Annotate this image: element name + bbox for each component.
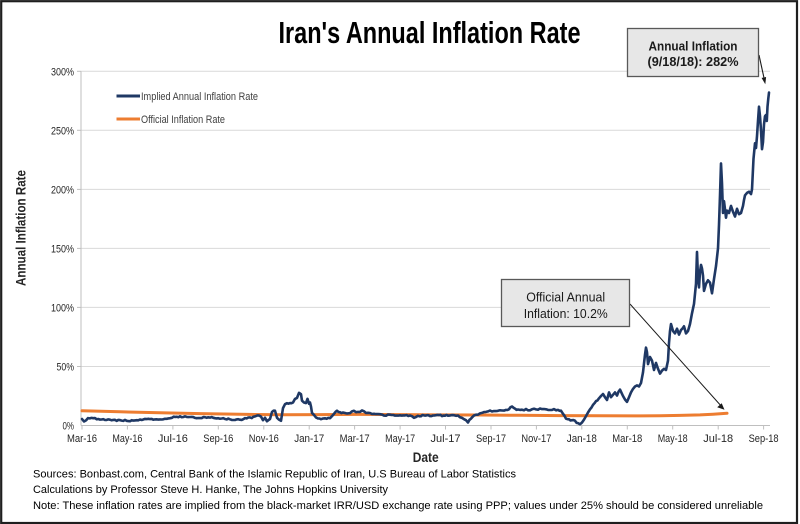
svg-text:Jul-18: Jul-18 bbox=[703, 433, 733, 445]
svg-text:0%: 0% bbox=[63, 421, 75, 433]
svg-text:100%: 100% bbox=[51, 302, 74, 314]
svg-text:Date: Date bbox=[413, 449, 439, 465]
svg-text:Iran's Annual Inflation Rate: Iran's Annual Inflation Rate bbox=[279, 15, 581, 50]
svg-text:May-17: May-17 bbox=[385, 433, 415, 445]
svg-text:Sources: Bonbast.com, Central: Sources: Bonbast.com, Central Bank of th… bbox=[33, 469, 516, 481]
svg-text:Sep-18: Sep-18 bbox=[749, 433, 779, 445]
svg-text:Jan-18: Jan-18 bbox=[567, 433, 597, 445]
svg-text:Official Annual: Official Annual bbox=[526, 291, 605, 305]
svg-text:May-18: May-18 bbox=[658, 433, 688, 445]
svg-text:Jul-16: Jul-16 bbox=[158, 433, 188, 445]
svg-text:(9/18/18): 282%: (9/18/18): 282% bbox=[648, 55, 739, 69]
svg-text:Nov-17: Nov-17 bbox=[521, 433, 551, 445]
svg-text:Jan-17: Jan-17 bbox=[294, 433, 324, 445]
svg-text:Sep-17: Sep-17 bbox=[476, 433, 506, 445]
svg-text:Annual Inflation: Annual Inflation bbox=[649, 39, 738, 53]
svg-text:Nov-16: Nov-16 bbox=[249, 433, 279, 445]
svg-text:Note: These inflation rates ar: Note: These inflation rates are implied … bbox=[33, 500, 763, 512]
svg-text:Mar-16: Mar-16 bbox=[67, 433, 97, 445]
svg-text:Jul-17: Jul-17 bbox=[431, 433, 461, 445]
svg-text:Inflation: 10.2%: Inflation: 10.2% bbox=[524, 307, 608, 321]
svg-text:May-16: May-16 bbox=[112, 433, 142, 445]
svg-text:Sep-16: Sep-16 bbox=[203, 433, 233, 445]
svg-text:50%: 50% bbox=[57, 362, 75, 374]
svg-text:250%: 250% bbox=[51, 125, 74, 137]
svg-text:Calculations by Professor Stev: Calculations by Professor Steve H. Hanke… bbox=[33, 484, 388, 496]
svg-text:Mar-17: Mar-17 bbox=[340, 433, 370, 445]
svg-text:Annual Inflation Rate: Annual Inflation Rate bbox=[13, 170, 29, 286]
svg-text:150%: 150% bbox=[51, 243, 74, 255]
svg-text:Implied Annual Inflation Rate: Implied Annual Inflation Rate bbox=[141, 91, 258, 103]
svg-text:200%: 200% bbox=[51, 184, 74, 196]
svg-text:Official Inflation Rate: Official Inflation Rate bbox=[141, 114, 225, 126]
svg-text:Mar-18: Mar-18 bbox=[612, 433, 642, 445]
svg-text:300%: 300% bbox=[51, 66, 74, 78]
